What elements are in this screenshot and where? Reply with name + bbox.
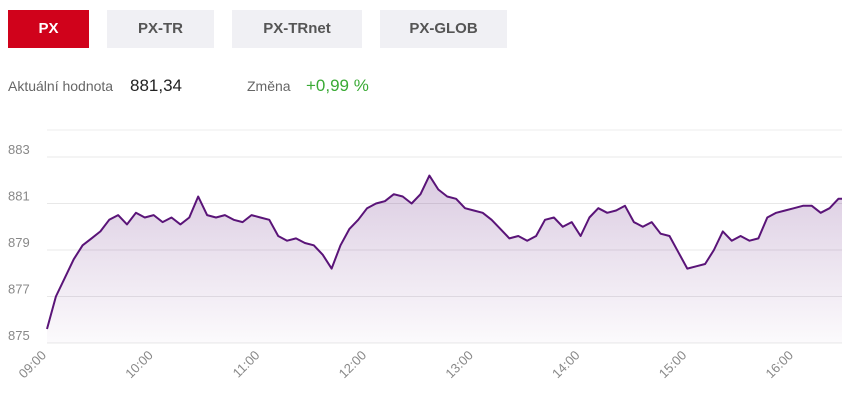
y-tick-label: 875	[8, 328, 30, 343]
y-tick-label: 877	[8, 282, 30, 297]
value: 881,34	[130, 76, 182, 95]
x-tick-label: 16:00	[762, 348, 796, 382]
x-tick-label: 11:00	[230, 348, 263, 381]
x-tick-label: 09:00	[16, 348, 50, 382]
tab[interactable]: PX-TR	[107, 10, 214, 48]
x-tick-label: 13:00	[442, 348, 476, 382]
y-tick-label: 879	[8, 235, 30, 250]
x-tick-label: 10:00	[122, 348, 156, 382]
area	[47, 175, 842, 343]
tab[interactable]: PX	[8, 10, 89, 48]
line	[46, 174, 842, 330]
change: +0,99 %	[306, 76, 369, 95]
value-label: Aktuální hodnota	[8, 78, 114, 94]
tab[interactable]: PX-TRnet	[232, 10, 362, 48]
change-label: Změna	[247, 78, 291, 94]
tab[interactable]: PX-GLOB	[380, 10, 507, 48]
x-tick-label: 15:00	[656, 348, 690, 382]
y-tick-label: 881	[8, 189, 30, 204]
y-tick-label: 883	[8, 142, 30, 157]
x-tick-label: 12:00	[336, 348, 370, 382]
x-tick-label: 14:00	[549, 348, 583, 382]
